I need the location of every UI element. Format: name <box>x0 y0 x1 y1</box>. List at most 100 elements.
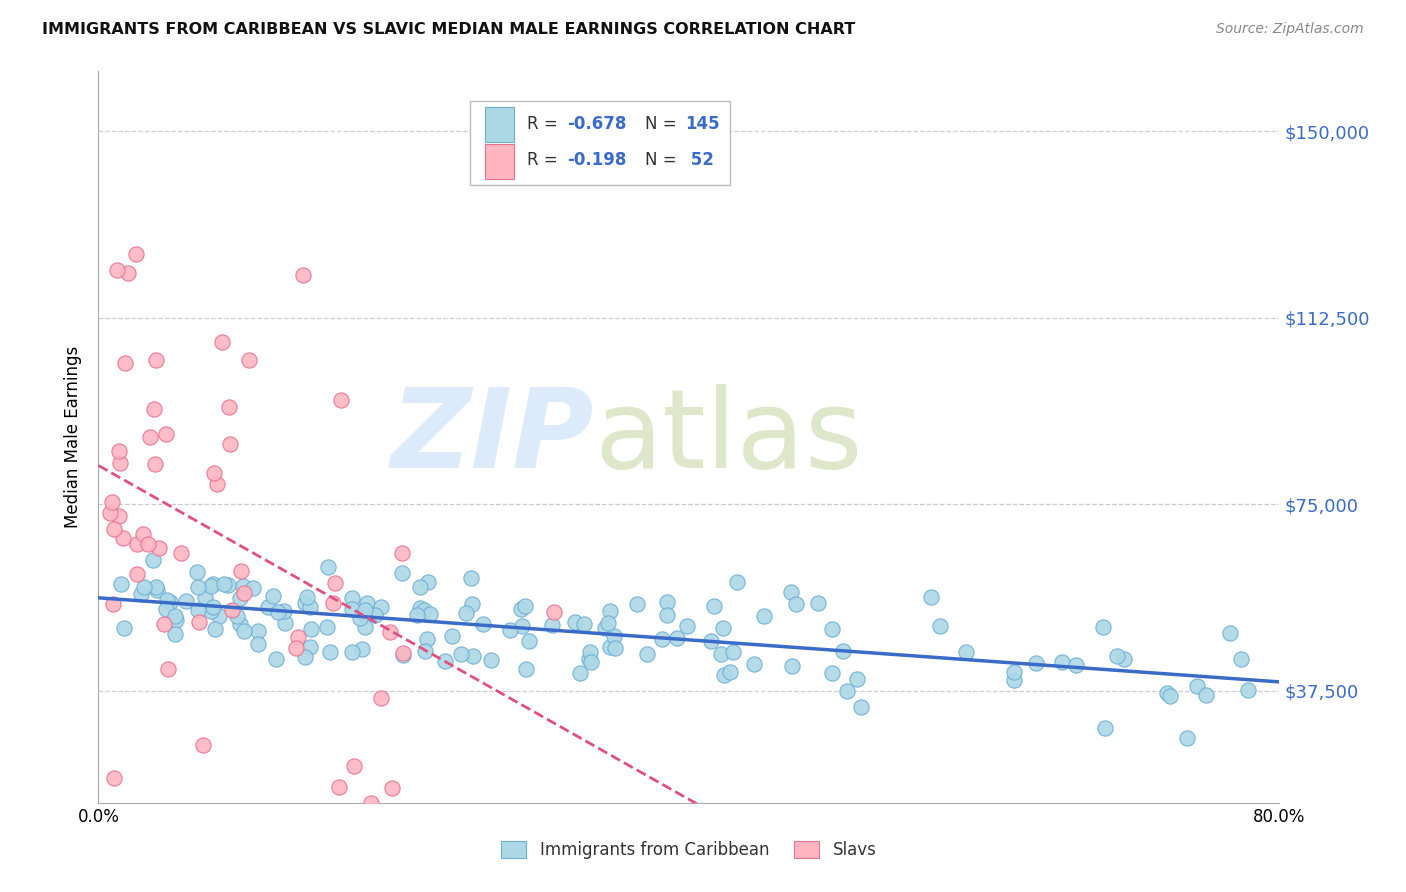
Point <box>112 621 135 635</box>
Point <box>242 582 264 596</box>
Point <box>352 641 374 656</box>
Point <box>316 619 339 633</box>
Point <box>187 603 209 617</box>
Point <box>752 608 775 623</box>
Point <box>110 577 132 591</box>
Point <box>1052 655 1074 669</box>
Point <box>572 616 595 631</box>
Point <box>409 601 432 615</box>
Point <box>1064 658 1087 673</box>
Point <box>232 624 254 639</box>
Point <box>232 579 254 593</box>
Point <box>626 597 648 611</box>
Point <box>143 458 166 472</box>
Point <box>415 632 437 647</box>
Text: 52: 52 <box>685 151 714 169</box>
Point <box>1094 722 1116 736</box>
Point <box>515 662 537 676</box>
Point <box>846 672 869 686</box>
Point <box>744 657 766 671</box>
Point <box>821 665 844 680</box>
Point <box>110 457 132 471</box>
Text: R =: R = <box>527 151 564 169</box>
Point <box>418 575 440 590</box>
Point <box>721 645 744 659</box>
Point <box>264 652 287 666</box>
Point <box>194 590 217 604</box>
Point <box>510 619 533 633</box>
Point <box>298 640 321 654</box>
Point <box>247 637 270 651</box>
Point <box>202 466 225 480</box>
Point <box>143 401 166 416</box>
Point <box>212 577 235 591</box>
Text: R =: R = <box>527 114 564 133</box>
Point <box>370 691 392 706</box>
Point <box>274 615 297 630</box>
Point <box>145 582 167 597</box>
Point <box>356 596 378 610</box>
Point <box>1002 665 1025 680</box>
Point <box>114 356 136 370</box>
Point <box>208 608 231 623</box>
Point <box>370 599 392 614</box>
Legend: Immigrants from Caribbean, Slavs: Immigrants from Caribbean, Slavs <box>494 833 884 868</box>
Point <box>155 602 177 616</box>
Point <box>318 559 340 574</box>
Point <box>108 444 131 458</box>
Point <box>155 426 177 441</box>
Point <box>204 622 226 636</box>
Text: atlas: atlas <box>595 384 863 491</box>
Point <box>920 590 942 604</box>
Text: N =: N = <box>645 114 682 133</box>
Point <box>229 564 252 578</box>
Point <box>229 591 252 606</box>
Point <box>221 603 243 617</box>
Point <box>499 623 522 637</box>
Point <box>835 684 858 698</box>
Point <box>132 527 155 541</box>
Text: -0.678: -0.678 <box>567 114 627 133</box>
Point <box>176 594 198 608</box>
Point <box>703 599 725 613</box>
Point <box>342 591 364 606</box>
Point <box>191 739 214 753</box>
Point <box>851 699 873 714</box>
Point <box>450 647 472 661</box>
Point <box>354 620 377 634</box>
Point <box>103 771 125 785</box>
Point <box>297 591 319 605</box>
Point <box>593 621 616 635</box>
Point <box>655 594 678 608</box>
Point <box>461 598 484 612</box>
Point <box>319 645 342 659</box>
Point <box>145 353 167 368</box>
Point <box>153 616 176 631</box>
Point <box>246 624 269 638</box>
Point <box>581 656 603 670</box>
Point <box>101 597 124 611</box>
Point <box>1236 683 1258 698</box>
Point <box>233 586 256 600</box>
Point <box>129 586 152 600</box>
Point <box>413 603 436 617</box>
Point <box>200 604 222 618</box>
Point <box>413 644 436 658</box>
Point <box>405 607 427 622</box>
Point <box>163 608 186 623</box>
Point <box>676 618 699 632</box>
Point <box>599 640 621 654</box>
Point <box>125 247 148 261</box>
Point <box>785 597 807 611</box>
Point <box>603 629 626 643</box>
Point <box>98 506 121 520</box>
Point <box>419 607 441 621</box>
Point <box>579 645 602 659</box>
Point <box>298 599 321 614</box>
Point <box>202 577 225 591</box>
Point <box>381 780 404 795</box>
Point <box>599 604 621 618</box>
Point <box>218 436 240 450</box>
Point <box>257 599 280 614</box>
Point <box>657 607 679 622</box>
